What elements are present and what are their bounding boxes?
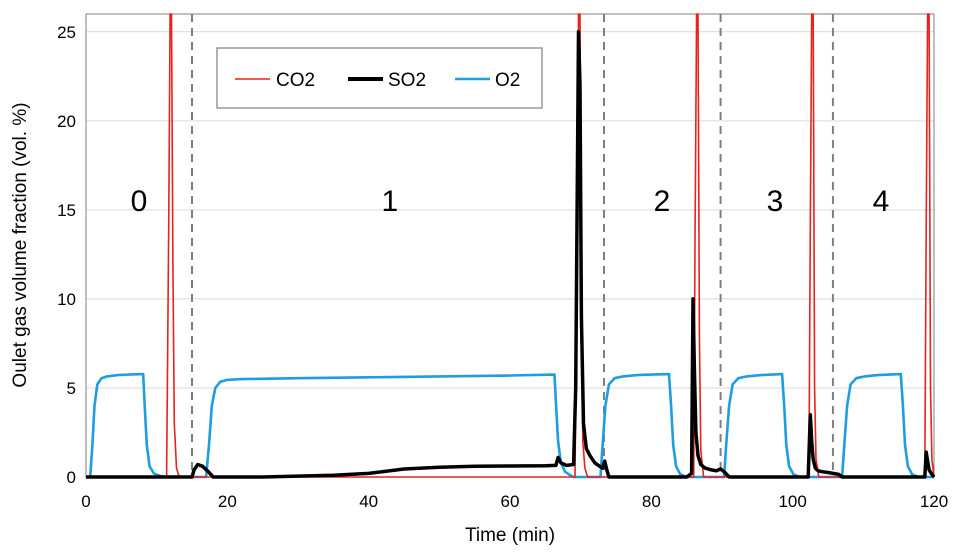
region-label: 2 (654, 185, 671, 218)
y-tick-label: 0 (67, 468, 76, 487)
x-tick-label: 0 (81, 492, 90, 511)
region-labels: 0 1 2 3 4 (131, 185, 890, 218)
y-tick-label: 10 (57, 290, 76, 309)
y-axis-title: Oulet gas volume fraction (vol. %) (10, 102, 31, 387)
series-line-so2 (86, 30, 936, 479)
region-label: 3 (767, 185, 784, 218)
x-tick-label: 100 (778, 492, 806, 511)
legend: CO2 SO2 O2 (216, 47, 543, 109)
region-label: 4 (873, 185, 890, 218)
x-tick-label: 120 (920, 492, 948, 511)
x-tick-labels: 0 20 40 60 80 100 120 (81, 492, 948, 511)
legend-label-co2: CO2 (276, 70, 315, 91)
data-series (86, 13, 936, 479)
y-tick-label: 25 (57, 23, 76, 42)
region-label: 1 (382, 185, 399, 218)
legend-label-o2: O2 (495, 70, 520, 91)
x-tick-label: 40 (359, 492, 378, 511)
series-line-o2 (86, 372, 934, 479)
y-tick-label: 5 (67, 379, 76, 398)
y-tick-labels: 0 5 10 15 20 25 (57, 23, 76, 487)
x-tick-label: 20 (218, 492, 237, 511)
region-label: 0 (131, 185, 148, 218)
x-tick-label: 60 (501, 492, 520, 511)
x-tick-label: 80 (642, 492, 661, 511)
divider-lines (191, 14, 834, 477)
y-tick-label: 20 (57, 112, 76, 131)
y-tick-label: 15 (57, 201, 76, 220)
legend-label-so2: SO2 (388, 70, 426, 91)
x-axis-title: Time (min) (465, 525, 555, 546)
